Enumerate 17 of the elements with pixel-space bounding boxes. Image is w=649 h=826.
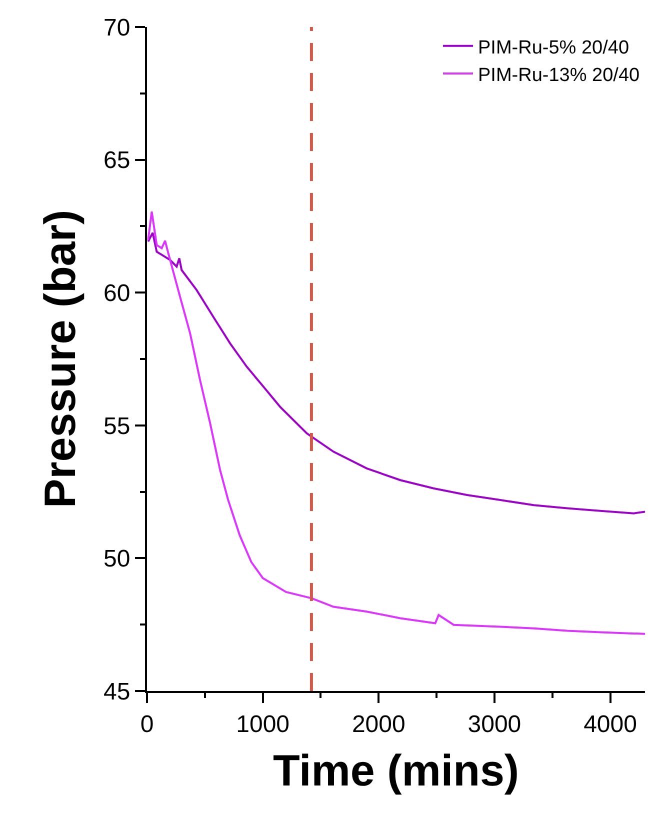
x-tick-label: 4000 — [584, 710, 637, 738]
y-tick-label: 70 — [103, 14, 130, 42]
legend-label: PIM-Ru-13% 20/40 — [478, 64, 640, 86]
line-series — [147, 210, 645, 635]
x-tick-label: 1000 — [236, 710, 290, 738]
x-tick-label: 3000 — [468, 710, 522, 738]
legend-label: PIM-Ru-5% 20/40 — [478, 37, 630, 58]
x-tick-label: 2000 — [352, 710, 406, 738]
y-axis-title: Pressure (bar) — [36, 210, 86, 508]
y-tick-label: 45 — [103, 678, 130, 706]
x-tick-label: 0 — [140, 710, 154, 738]
y-tick-label: 50 — [103, 546, 130, 573]
y-tick-label: 55 — [103, 412, 130, 440]
x-axis-title: Time (mins) — [272, 746, 520, 796]
line-series — [147, 232, 645, 514]
y-tick-label: 60 — [103, 280, 130, 307]
y-tick-label: 65 — [103, 147, 130, 174]
